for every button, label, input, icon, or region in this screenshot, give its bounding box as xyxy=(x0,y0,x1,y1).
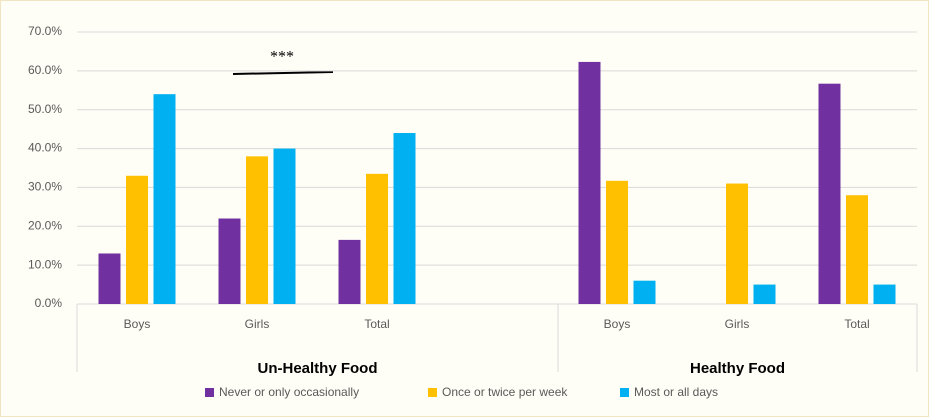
bar xyxy=(273,148,296,304)
y-tick-label: 0.0% xyxy=(35,296,63,310)
annotation: *** xyxy=(270,49,294,66)
y-tick-label: 40.0% xyxy=(28,141,62,155)
bar xyxy=(338,239,361,304)
y-tick-label: 70.0% xyxy=(28,24,62,38)
bar xyxy=(726,183,748,304)
bar xyxy=(393,133,416,304)
y-tick-label: 60.0% xyxy=(28,63,62,77)
bar xyxy=(578,61,601,304)
bar xyxy=(153,94,176,305)
legend-label: Never or only occasionally xyxy=(219,385,359,399)
x-tick-label: Total xyxy=(844,317,869,331)
y-tick-label: 10.0% xyxy=(28,257,62,271)
bar xyxy=(366,173,388,304)
legend-swatch xyxy=(428,388,437,397)
legend-swatch xyxy=(620,388,629,397)
bar xyxy=(218,218,241,304)
x-tick-label: Boys xyxy=(604,317,631,331)
group-label: Un-Healthy Food xyxy=(258,360,378,377)
bar xyxy=(633,280,656,304)
bar xyxy=(126,175,148,304)
x-tick-label: Total xyxy=(364,317,389,331)
y-tick-label: 50.0% xyxy=(28,102,62,116)
bar xyxy=(818,83,841,305)
x-tick-label: Girls xyxy=(245,317,270,331)
legend-label: Once or twice per week xyxy=(442,385,568,399)
x-tick-label: Girls xyxy=(725,317,750,331)
legend-label: Most or all days xyxy=(634,385,718,399)
group-label: Healthy Food xyxy=(690,360,785,377)
bar xyxy=(873,284,896,304)
bar xyxy=(846,195,868,304)
bar xyxy=(246,156,268,304)
legend-swatch xyxy=(205,388,214,397)
bar xyxy=(98,253,121,304)
bar xyxy=(606,180,628,304)
y-tick-label: 20.0% xyxy=(28,218,62,232)
y-tick-label: 30.0% xyxy=(28,180,62,194)
bar xyxy=(753,284,776,304)
x-tick-label: Boys xyxy=(124,317,151,331)
significance-line xyxy=(232,71,334,75)
